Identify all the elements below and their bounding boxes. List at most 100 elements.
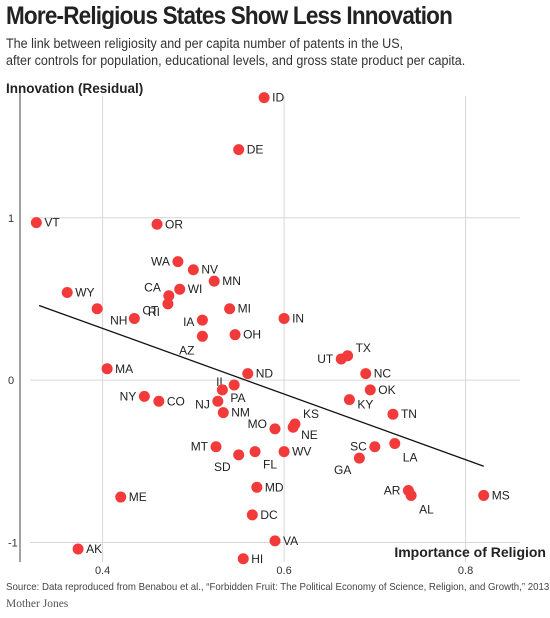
- point-label-sd: SD: [214, 460, 231, 474]
- point-ma: [101, 363, 113, 375]
- subtitle-line-1: The link between religiosity and per cap…: [6, 36, 404, 51]
- point-wy: [61, 286, 73, 298]
- point-nj: [212, 395, 224, 407]
- point-label-hi: HI: [251, 552, 263, 566]
- point-label-ca: CA: [144, 281, 161, 295]
- point-ri: [162, 298, 174, 310]
- point-ca: [163, 290, 175, 302]
- chart-subtitle: The link between religiosity and per cap…: [6, 35, 465, 69]
- point-mi: [224, 303, 236, 315]
- point-il: [228, 379, 240, 391]
- point-label-wv: WV: [292, 445, 311, 459]
- point-nc: [360, 368, 372, 380]
- point-vt: [30, 217, 42, 229]
- point-mn: [208, 275, 220, 287]
- point-label-ut: UT: [317, 352, 334, 366]
- point-label-oh: OH: [243, 328, 261, 342]
- point-ut: [335, 353, 347, 365]
- point-ga: [353, 452, 365, 464]
- point-mo: [269, 423, 281, 435]
- point-label-az: AZ: [179, 343, 194, 357]
- point-label-mn: MN: [222, 274, 241, 288]
- point-label-pa: PA: [230, 391, 245, 405]
- trend-layer: [38, 304, 484, 467]
- point-label-vt: VT: [44, 216, 60, 230]
- x-axis-label: Importance of Religion: [394, 544, 546, 560]
- point-wa: [172, 256, 184, 268]
- point-label-ma: MA: [115, 362, 133, 376]
- point-label-sc: SC: [350, 440, 367, 454]
- point-label-tn: TN: [401, 407, 417, 421]
- point-label-la: LA: [403, 450, 418, 464]
- point-sd: [233, 449, 245, 461]
- point-label-ak: AK: [86, 542, 102, 556]
- point-label-or: OR: [165, 217, 183, 231]
- y-tick-label: 1: [8, 213, 14, 225]
- point-wi: [174, 283, 186, 295]
- point-label-nm: NM: [231, 406, 250, 420]
- point-ia: [196, 314, 208, 326]
- x-tick-label: 0.6: [276, 565, 291, 577]
- point-hi: [237, 553, 249, 565]
- subtitle-line-2: after controls for population, education…: [6, 53, 466, 68]
- point-label-ky: KY: [357, 398, 373, 412]
- point-co: [153, 395, 165, 407]
- chart-title: More-Religious States Show Less Innovati…: [6, 2, 453, 30]
- point-ak: [72, 543, 84, 555]
- point-label-nd: ND: [256, 367, 274, 381]
- y-tick-label: -1: [8, 538, 18, 550]
- point-label-ri: RI: [148, 305, 160, 319]
- point-label-al: AL: [419, 502, 434, 516]
- point-label-wy: WY: [75, 285, 94, 299]
- point-label-de: DE: [247, 143, 264, 157]
- point-nm: [217, 407, 229, 419]
- point-nd: [242, 368, 254, 380]
- point-label-tx: TX: [356, 341, 371, 355]
- point-la: [389, 437, 401, 449]
- axis-layer: 0.4 0.6 0.8 -1 0 1: [8, 92, 473, 577]
- point-label-ok: OK: [378, 383, 395, 397]
- point-al: [405, 489, 417, 501]
- point-pa: [216, 384, 228, 396]
- point-ct: [128, 312, 140, 324]
- y-axis-label: Innovation (Residual): [6, 81, 143, 96]
- point-de: [233, 144, 245, 156]
- x-tick-label: 0.8: [458, 565, 473, 577]
- point-label-wa: WA: [151, 255, 170, 269]
- point-label-ms: MS: [492, 488, 510, 502]
- point-az: [196, 330, 208, 342]
- point-label-nv: NV: [201, 263, 218, 277]
- point-mt: [210, 441, 222, 453]
- point-oh: [229, 329, 241, 341]
- point-or: [151, 218, 163, 230]
- point-ny: [138, 390, 150, 402]
- y-tick-label: 0: [8, 375, 14, 387]
- point-label-id: ID: [272, 91, 284, 105]
- point-label-wi: WI: [188, 282, 203, 296]
- point-fl: [249, 446, 261, 458]
- point-label-co: CO: [167, 394, 185, 408]
- point-label-ar: AR: [384, 484, 401, 498]
- point-md: [251, 481, 263, 493]
- point-nv: [187, 264, 199, 276]
- point-label-mo: MO: [248, 417, 267, 431]
- point-ms: [478, 489, 490, 501]
- point-label-ks: KS: [303, 407, 319, 421]
- point-label-ia: IA: [183, 315, 194, 329]
- point-ne: [287, 421, 299, 433]
- trendline: [38, 304, 484, 467]
- point-me: [115, 491, 127, 503]
- point-nh: [91, 303, 103, 315]
- point-id: [258, 92, 270, 104]
- point-label-mt: MT: [191, 440, 209, 454]
- point-label-il: IL: [216, 375, 226, 389]
- point-label-in: IN: [292, 311, 304, 325]
- point-wv: [278, 446, 290, 458]
- point-tn: [387, 408, 399, 420]
- point-ok: [364, 384, 376, 396]
- point-label-dc: DC: [260, 508, 278, 522]
- source-note: Source: Data reproduced from Benabou et …: [6, 581, 550, 593]
- point-label-ne: NE: [301, 428, 318, 442]
- point-dc: [246, 509, 258, 521]
